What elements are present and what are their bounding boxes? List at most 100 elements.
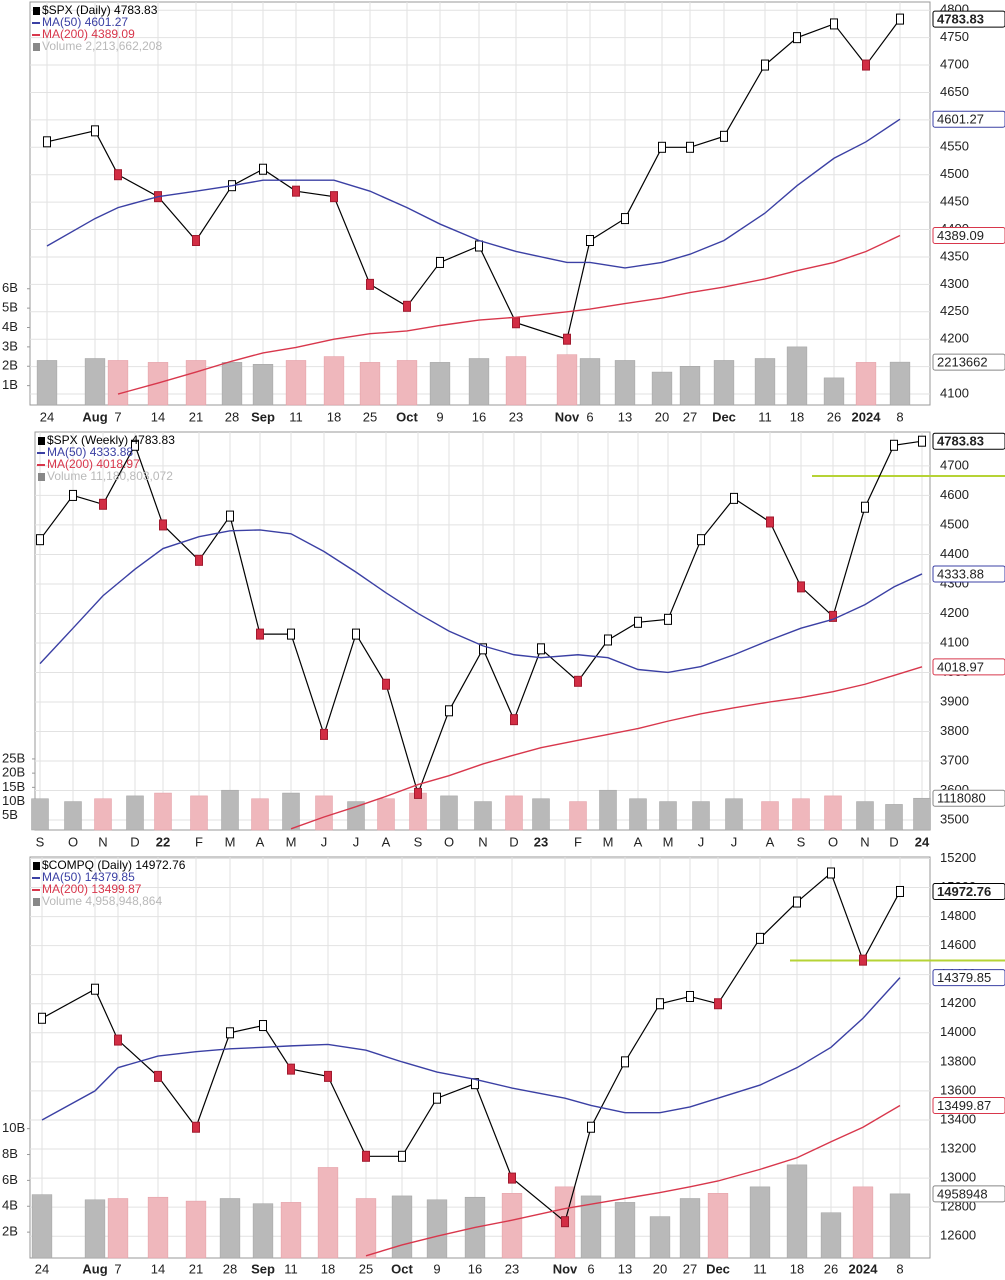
last-value-box <box>932 882 1005 900</box>
y-tick-label: 4250 <box>940 303 969 318</box>
legend-entry: $COMPQ (Daily) 14972.76 <box>42 858 186 872</box>
volume-bar <box>692 801 710 831</box>
volume-bar <box>614 1202 636 1259</box>
volume-bar <box>679 1198 701 1259</box>
last-value-box <box>932 1185 1005 1203</box>
y-tick-label: 14200 <box>940 995 976 1010</box>
x-tick-label: N <box>860 834 869 849</box>
volume-bar <box>556 354 578 406</box>
candle <box>436 256 444 268</box>
candle <box>366 278 374 290</box>
candle <box>793 32 801 44</box>
volume-bar <box>252 364 274 406</box>
volume-bar <box>282 792 300 831</box>
x-tick-label: Oct <box>396 409 418 424</box>
x-tick-label: O <box>828 834 838 849</box>
legend-value: 11,180,803,072 <box>90 469 173 483</box>
candle <box>114 1034 122 1046</box>
volume-bar <box>396 360 418 406</box>
x-tick-label: S <box>36 834 45 849</box>
x-tick-label: D <box>889 834 898 849</box>
y-tick-label: 3800 <box>940 723 969 738</box>
volume-bar <box>185 1200 207 1259</box>
legend-value: 14379.85 <box>85 870 135 884</box>
x-tick-label: 14 <box>151 1261 165 1276</box>
legend-name: Volume <box>42 39 82 53</box>
volume-bar <box>679 366 701 406</box>
volume-bar <box>649 1216 671 1259</box>
volume-bar <box>280 1202 302 1259</box>
legend-value: 2,213,662,208 <box>85 39 162 53</box>
legend-entry: Volume 4,958,948,864 <box>42 894 162 908</box>
candle <box>414 787 422 799</box>
legend-entry: MA(50) 4333.88 <box>47 445 133 459</box>
candle <box>510 714 518 726</box>
volume-bar <box>147 1196 169 1259</box>
candle <box>195 554 203 566</box>
legend-name: Volume <box>42 894 82 908</box>
legend-name: MA(50) <box>42 15 81 29</box>
volume-tick-label: 5B <box>2 807 18 822</box>
volume-bar <box>501 1193 523 1259</box>
candle <box>756 932 764 944</box>
volume-bar <box>347 801 365 831</box>
last-value-box <box>932 353 1005 371</box>
x-tick-label: 18 <box>321 1261 335 1276</box>
x-tick-label: 9 <box>433 1261 440 1276</box>
volume-tick-label: 2B <box>2 358 18 373</box>
last-value-label: 14972.76 <box>937 884 991 899</box>
candle <box>69 489 77 501</box>
volume-bar <box>651 371 673 406</box>
volume-bar <box>505 356 527 406</box>
last-value-box <box>932 110 1005 128</box>
volume-bar <box>31 1194 53 1259</box>
x-tick-label: 8 <box>896 409 903 424</box>
volume-bar <box>221 789 239 831</box>
candle <box>226 1027 234 1039</box>
y-tick-label: 4100 <box>940 634 969 649</box>
legend-value: 4783.83 <box>114 3 158 17</box>
candle <box>587 1121 595 1133</box>
candle <box>433 1092 441 1104</box>
x-tick-label: Oct <box>391 1261 413 1276</box>
candle <box>686 141 694 153</box>
volume-bar <box>614 360 636 406</box>
volume-bar <box>713 360 735 406</box>
candle <box>91 125 99 137</box>
y-tick-label: 4650 <box>940 84 969 99</box>
legend-value: 4018.97 <box>96 457 140 471</box>
volume-bar <box>107 360 129 406</box>
last-value-box <box>932 227 1005 245</box>
last-value-label: 4333.88 <box>937 566 984 581</box>
last-value-label: 14379.85 <box>937 970 991 985</box>
volume-bar <box>749 1186 771 1259</box>
legend-name: Volume <box>47 469 87 483</box>
x-tick-label: N <box>98 834 107 849</box>
ma-line <box>365 1104 901 1257</box>
candle <box>621 213 629 225</box>
volume-bar <box>913 797 931 831</box>
volume-tick-label: 25B <box>2 750 25 765</box>
y-tick-label: 4200 <box>940 605 969 620</box>
volume-bar <box>725 798 743 831</box>
x-tick-label: D <box>509 834 518 849</box>
x-tick-label: 28 <box>225 409 239 424</box>
candle <box>829 610 837 622</box>
legend-icon <box>33 898 40 906</box>
x-tick-label: 8 <box>896 1261 903 1276</box>
x-tick-label: Sep <box>251 1261 275 1276</box>
last-value-box <box>932 969 1005 987</box>
x-tick-label: 7 <box>114 409 121 424</box>
candle <box>362 1150 370 1162</box>
volume-bar <box>852 1186 874 1259</box>
volume-tick-label: 20B <box>2 765 25 780</box>
volume-bar <box>855 362 877 406</box>
last-value-label: 4783.83 <box>937 434 984 449</box>
x-tick-label: 11 <box>284 1261 298 1276</box>
x-tick-label: O <box>444 834 454 849</box>
candle <box>797 581 805 593</box>
candle <box>398 1150 406 1162</box>
y-tick-label: 3500 <box>940 811 969 826</box>
x-tick-label: A <box>766 834 775 849</box>
volume-bar <box>823 377 845 406</box>
